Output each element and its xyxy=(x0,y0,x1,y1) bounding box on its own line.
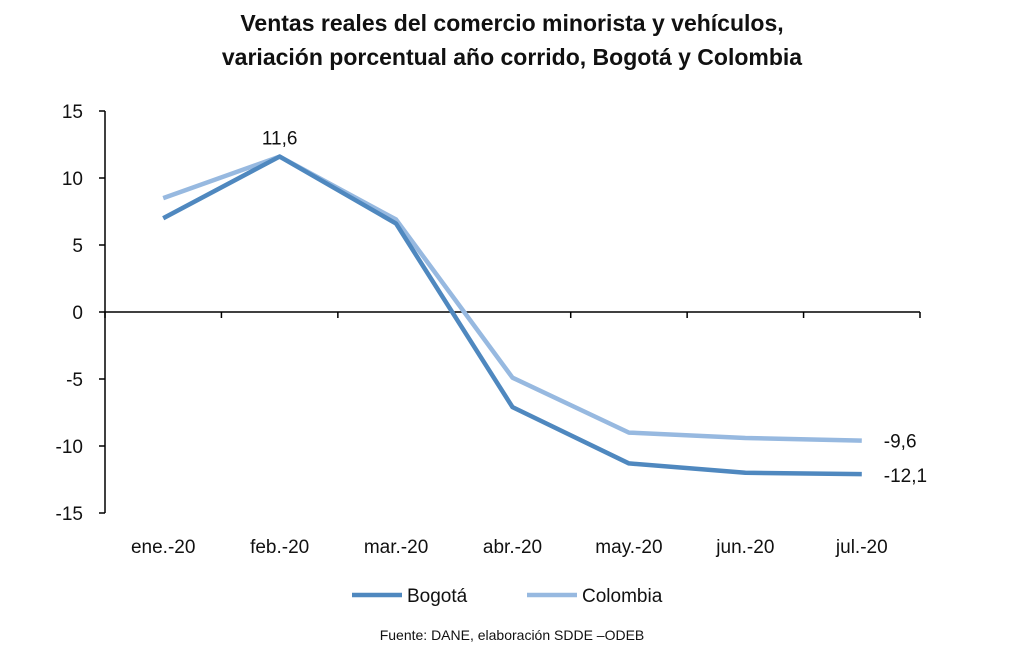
y-tick-label: 0 xyxy=(72,303,83,324)
y-tick-label: 5 xyxy=(72,236,83,257)
legend-label-colombia: Colombia xyxy=(582,586,663,607)
x-tick-label: feb.-20 xyxy=(250,537,309,558)
x-tick-label: jul.-20 xyxy=(835,537,888,558)
x-tick-label: may.-20 xyxy=(595,537,662,558)
x-tick-label: mar.-20 xyxy=(364,537,428,558)
data-label-feb: 11,6 xyxy=(262,129,298,150)
y-tick-label: 15 xyxy=(62,102,83,123)
series-line-bogotá xyxy=(162,154,862,477)
y-tick-label: -5 xyxy=(66,370,83,391)
chart-title-line2: variación porcentual año corrido, Bogotá… xyxy=(221,44,803,70)
data-label-bogota-jul: -12,1 xyxy=(884,466,927,487)
x-tick-label: jun.-20 xyxy=(715,537,774,558)
x-tick-label: abr.-20 xyxy=(483,537,542,558)
y-tick-label: -10 xyxy=(56,437,83,458)
y-tick-label: -15 xyxy=(56,504,83,525)
legend-label-bogotá: Bogotá xyxy=(407,586,468,607)
x-tick-label: ene.-20 xyxy=(131,537,195,558)
series-line-colombia xyxy=(162,154,862,443)
chart-title-line1: Ventas reales del comercio minorista y v… xyxy=(240,10,784,36)
source-note: Fuente: DANE, elaboración SDDE –ODEB xyxy=(379,627,645,643)
y-tick-label: 10 xyxy=(62,169,83,190)
data-label-colombia-jul: -9,6 xyxy=(884,432,917,453)
